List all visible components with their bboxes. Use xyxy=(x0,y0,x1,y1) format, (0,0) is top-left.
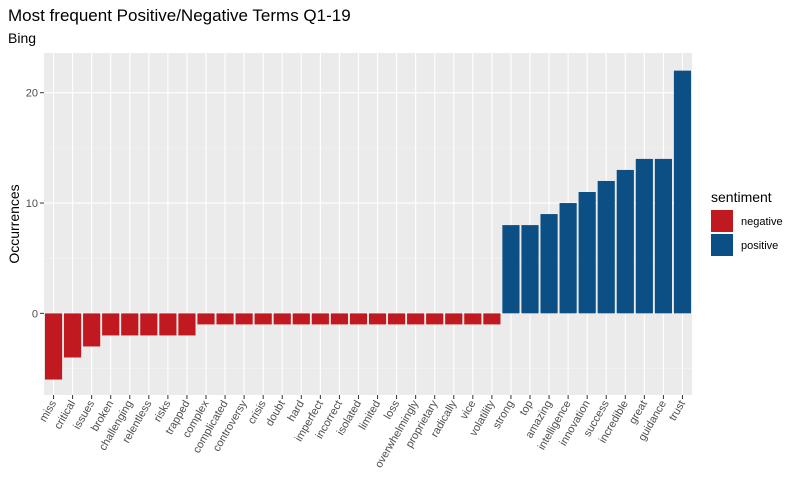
bar-overwhelmingly xyxy=(407,313,425,325)
bar-proprietary xyxy=(426,313,444,325)
bar-innovation xyxy=(578,192,596,314)
y-tick-label: 10 xyxy=(26,198,38,210)
bar-critical xyxy=(64,313,82,358)
bar-miss xyxy=(44,313,63,380)
bar-incorrect xyxy=(330,313,348,325)
y-axis-ticks: 0 10 20 xyxy=(26,88,44,320)
chart-title: Most frequent Positive/Negative Terms Q1… xyxy=(8,6,351,25)
bar-complicated xyxy=(216,313,234,325)
bar-guidance xyxy=(654,158,672,314)
bar-challenging xyxy=(121,313,139,336)
bar-controversy xyxy=(235,313,253,325)
bar-imperfect xyxy=(311,313,329,325)
legend-title: sentiment xyxy=(711,189,772,205)
bars xyxy=(44,70,692,380)
bar-top xyxy=(521,225,539,314)
bar-great xyxy=(635,158,653,314)
x-tick-label: top xyxy=(518,399,536,418)
legend-label-positive: positive xyxy=(741,240,778,252)
bar-isolated xyxy=(349,313,368,325)
bar-relentless xyxy=(140,313,158,336)
bar-success xyxy=(597,180,615,314)
legend-label-negative: negative xyxy=(741,216,783,228)
grid-lines xyxy=(44,53,692,395)
bar-crisis xyxy=(254,313,272,325)
x-axis-ticks: misscriticalissuesbrokenchallengingrelen… xyxy=(37,395,688,470)
bar-doubt xyxy=(273,313,291,325)
legend-key-negative xyxy=(711,210,733,232)
chart-subtitle: Bing xyxy=(8,30,36,46)
bar-complex xyxy=(197,313,215,325)
y-axis-title: Occurrences xyxy=(6,184,22,263)
legend-key-positive xyxy=(711,234,733,256)
bar-risks xyxy=(159,313,177,336)
bar-radically xyxy=(445,313,463,325)
x-tick-label: doubt xyxy=(264,399,288,429)
legend: sentiment negative positive xyxy=(711,189,783,256)
bar-trust xyxy=(673,70,692,314)
bar-hard xyxy=(292,313,310,325)
bar-intelligence xyxy=(559,203,577,314)
bar-vice xyxy=(464,313,482,325)
bar-volatility xyxy=(483,313,501,325)
y-tick-label: 20 xyxy=(26,88,38,100)
bar-issues xyxy=(83,313,101,347)
bar-limited xyxy=(368,313,387,325)
bar-amazing xyxy=(540,214,558,314)
bar-loss xyxy=(388,313,406,325)
bar-incredible xyxy=(616,169,634,314)
y-tick-label: 0 xyxy=(32,308,38,320)
bar-broken xyxy=(102,313,120,336)
bar-strong xyxy=(502,225,520,314)
bar-trapped xyxy=(178,313,196,336)
x-tick-label: trust xyxy=(667,399,688,424)
